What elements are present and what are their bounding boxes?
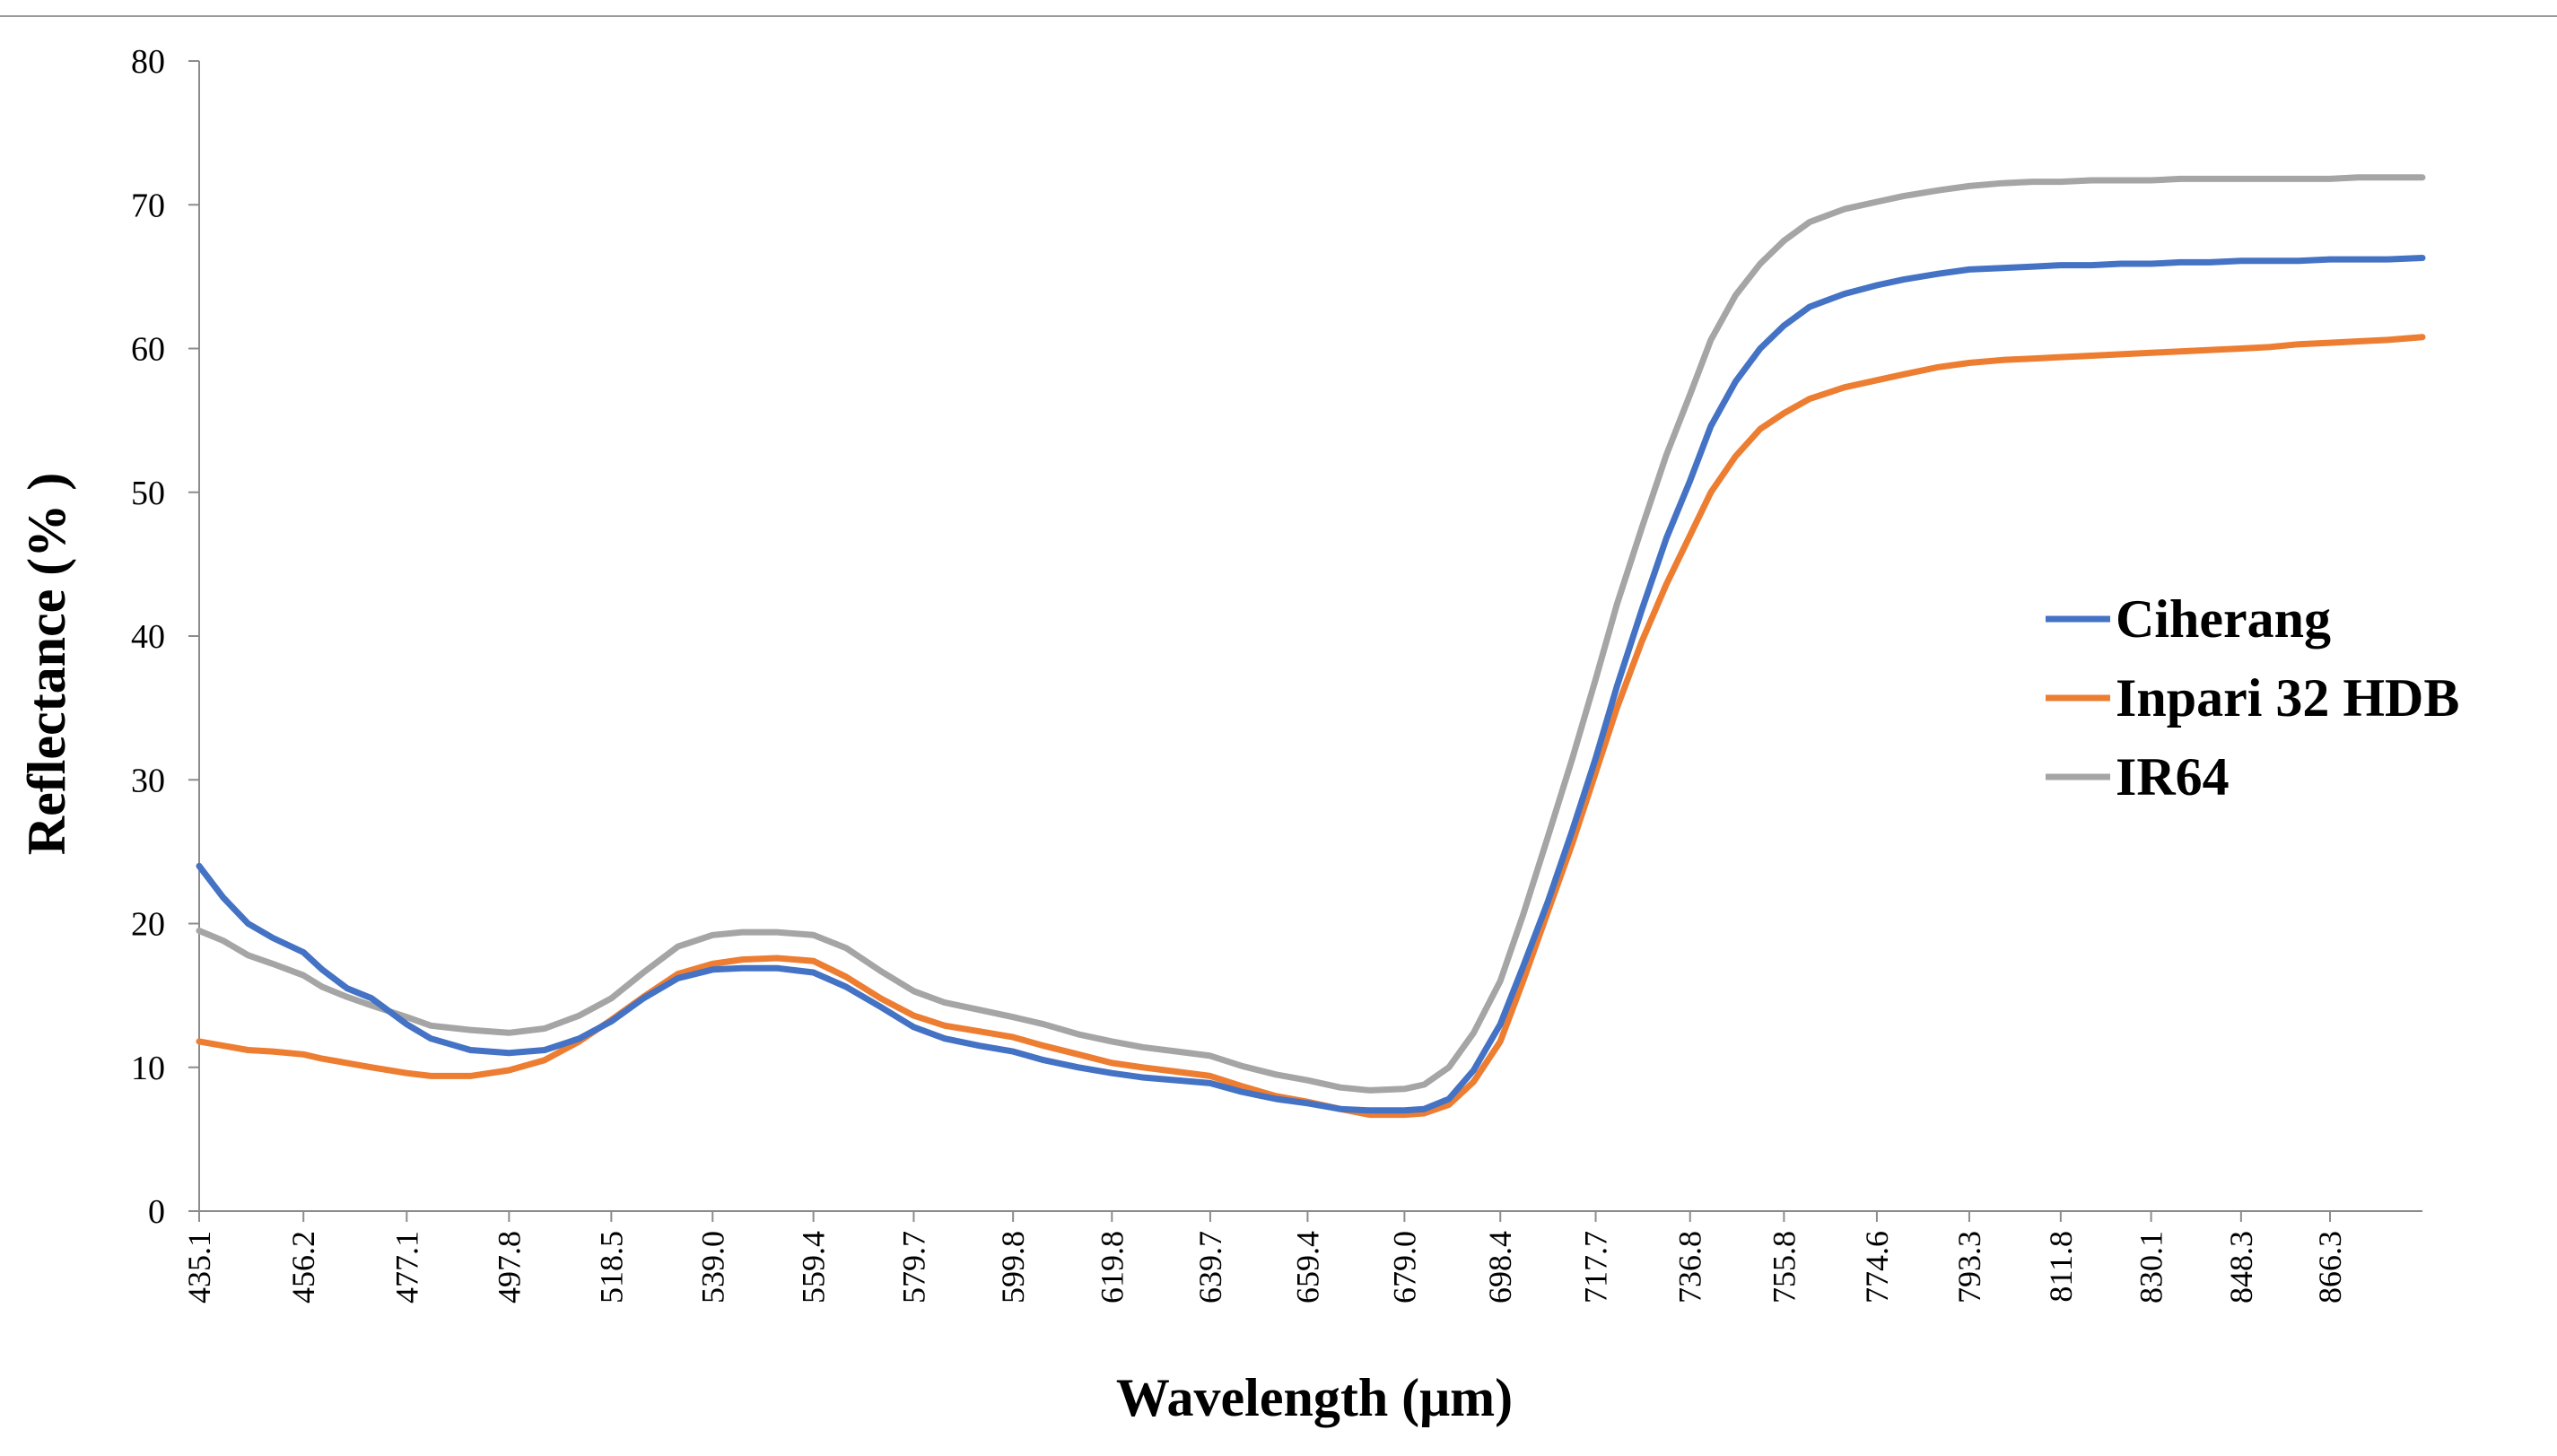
x-tick-label: 698.4: [1482, 1231, 1518, 1303]
y-tick-label: 60: [131, 331, 165, 369]
x-tick-label: 539.0: [694, 1231, 730, 1303]
x-tick-label: 619.8: [1094, 1231, 1130, 1303]
x-tick-label: 866.3: [2312, 1231, 2348, 1303]
x-tick-label: 456.2: [285, 1231, 321, 1303]
y-axis-title: Reflectance (% ): [17, 473, 76, 855]
x-tick-label: 848.3: [2223, 1231, 2259, 1303]
y-tick-label: 70: [131, 187, 165, 224]
x-tick-label: 811.8: [2043, 1231, 2079, 1303]
x-tick-label: 755.8: [1766, 1231, 1802, 1303]
x-tick-label: 559.4: [796, 1231, 832, 1303]
x-tick-label: 774.6: [1859, 1231, 1895, 1303]
series-line-ciherang: [196, 255, 2426, 1114]
y-tick-label: 40: [131, 618, 165, 656]
legend-label: Ciherang: [2116, 589, 2331, 649]
x-tick-label: 679.0: [1386, 1231, 1422, 1303]
x-tick-label: 518.5: [593, 1231, 629, 1303]
y-tick-label: 80: [131, 43, 165, 81]
x-tick-label: 435.1: [181, 1231, 217, 1303]
legend-label: Inpari 32 HDB: [2116, 668, 2459, 728]
y-tick-label: 20: [131, 906, 165, 944]
y-tick-label: 0: [148, 1193, 165, 1231]
x-tick-label: 477.1: [388, 1231, 424, 1303]
x-axis-title: Wavelength (μm): [1116, 1368, 1513, 1427]
x-tick-label: 497.8: [491, 1231, 527, 1303]
x-tick-label: 579.7: [895, 1231, 931, 1303]
series-line-ir64: [196, 174, 2426, 1094]
legend-label: IR64: [2116, 747, 2230, 806]
x-tick-label: 639.7: [1192, 1231, 1228, 1303]
x-tick-label: 659.4: [1289, 1231, 1325, 1303]
x-tick-label: 599.8: [995, 1231, 1031, 1303]
x-tick-label: 736.8: [1672, 1231, 1708, 1303]
y-tick-label: 50: [131, 475, 165, 512]
x-tick-label: 793.3: [1951, 1231, 1987, 1303]
x-tick-label: 717.7: [1578, 1231, 1614, 1303]
y-tick-label: 30: [131, 762, 165, 799]
x-tick-label: 830.1: [2134, 1231, 2169, 1303]
series-line-inpari-32-hdb: [196, 334, 2426, 1119]
y-tick-label: 10: [131, 1050, 165, 1087]
